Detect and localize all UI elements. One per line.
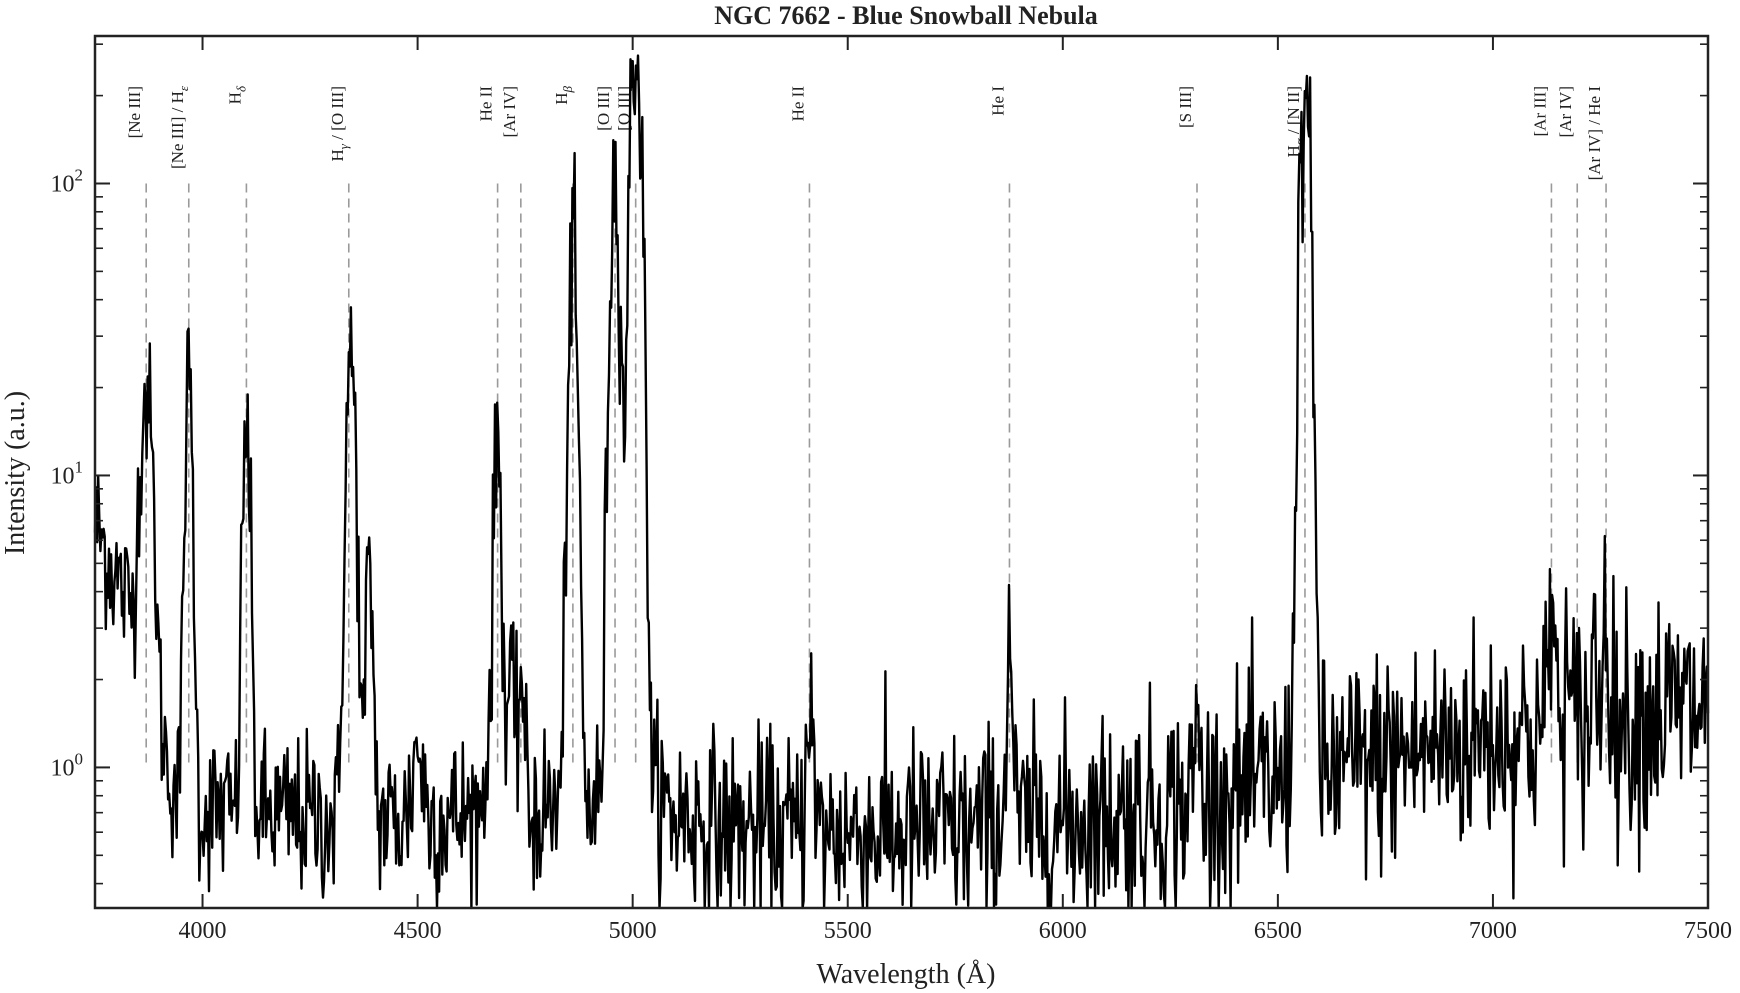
line-label: [Ar III]	[1530, 86, 1549, 137]
line-label: [Ne III]	[125, 86, 144, 138]
line-label: Hγ / [O III]	[328, 86, 351, 161]
axis-ticks	[95, 36, 1709, 908]
line-label: [Ar IV]	[1556, 86, 1575, 137]
line-label: Hβ	[552, 85, 575, 104]
line-label: He I	[989, 86, 1008, 116]
x-tick-label: 4000	[179, 918, 227, 944]
x-tick-label: 7000	[1469, 918, 1517, 944]
line-label: [O III]	[594, 86, 613, 131]
line-label: [S III]	[1176, 86, 1195, 128]
y-tick-label: 100	[51, 749, 84, 781]
x-tick-label: 6000	[1039, 918, 1087, 944]
line-label: He II	[477, 86, 496, 122]
y-tick-label: 102	[51, 165, 84, 197]
line-label: [Ne III] / Hε	[168, 85, 191, 169]
line-label: [Ar IV] / He I	[1585, 86, 1604, 181]
line-label: He II	[789, 86, 808, 122]
x-tick-label: 6500	[1254, 918, 1302, 944]
axis-tick-labels: 4000 4500 5000 5500 6000 6500 7000 7500 100 101 10…	[51, 165, 1733, 944]
x-tick-label: 5500	[824, 918, 872, 944]
plot-frame	[93, 34, 1710, 910]
y-axis-label: Intensity (a.u.)	[0, 391, 31, 555]
x-tick-label: 7500	[1684, 918, 1732, 944]
x-axis-label: Wavelength (Å)	[817, 959, 996, 990]
chart-title: NGC 7662 - Blue Snowball Nebula	[714, 1, 1098, 30]
x-tick-label: 5000	[609, 918, 657, 944]
y-tick-label: 101	[51, 457, 84, 489]
spectrum-series	[93, 54, 1710, 910]
line-label: [Ar IV]	[500, 86, 519, 137]
line-labels: [Ne III] [Ne III] / Hε Hδ Hγ / [O III] He II…	[125, 85, 1604, 180]
line-label: Hδ	[225, 85, 248, 104]
line-label: Hα / [N II]	[1284, 86, 1307, 158]
x-tick-label: 4500	[394, 918, 442, 944]
